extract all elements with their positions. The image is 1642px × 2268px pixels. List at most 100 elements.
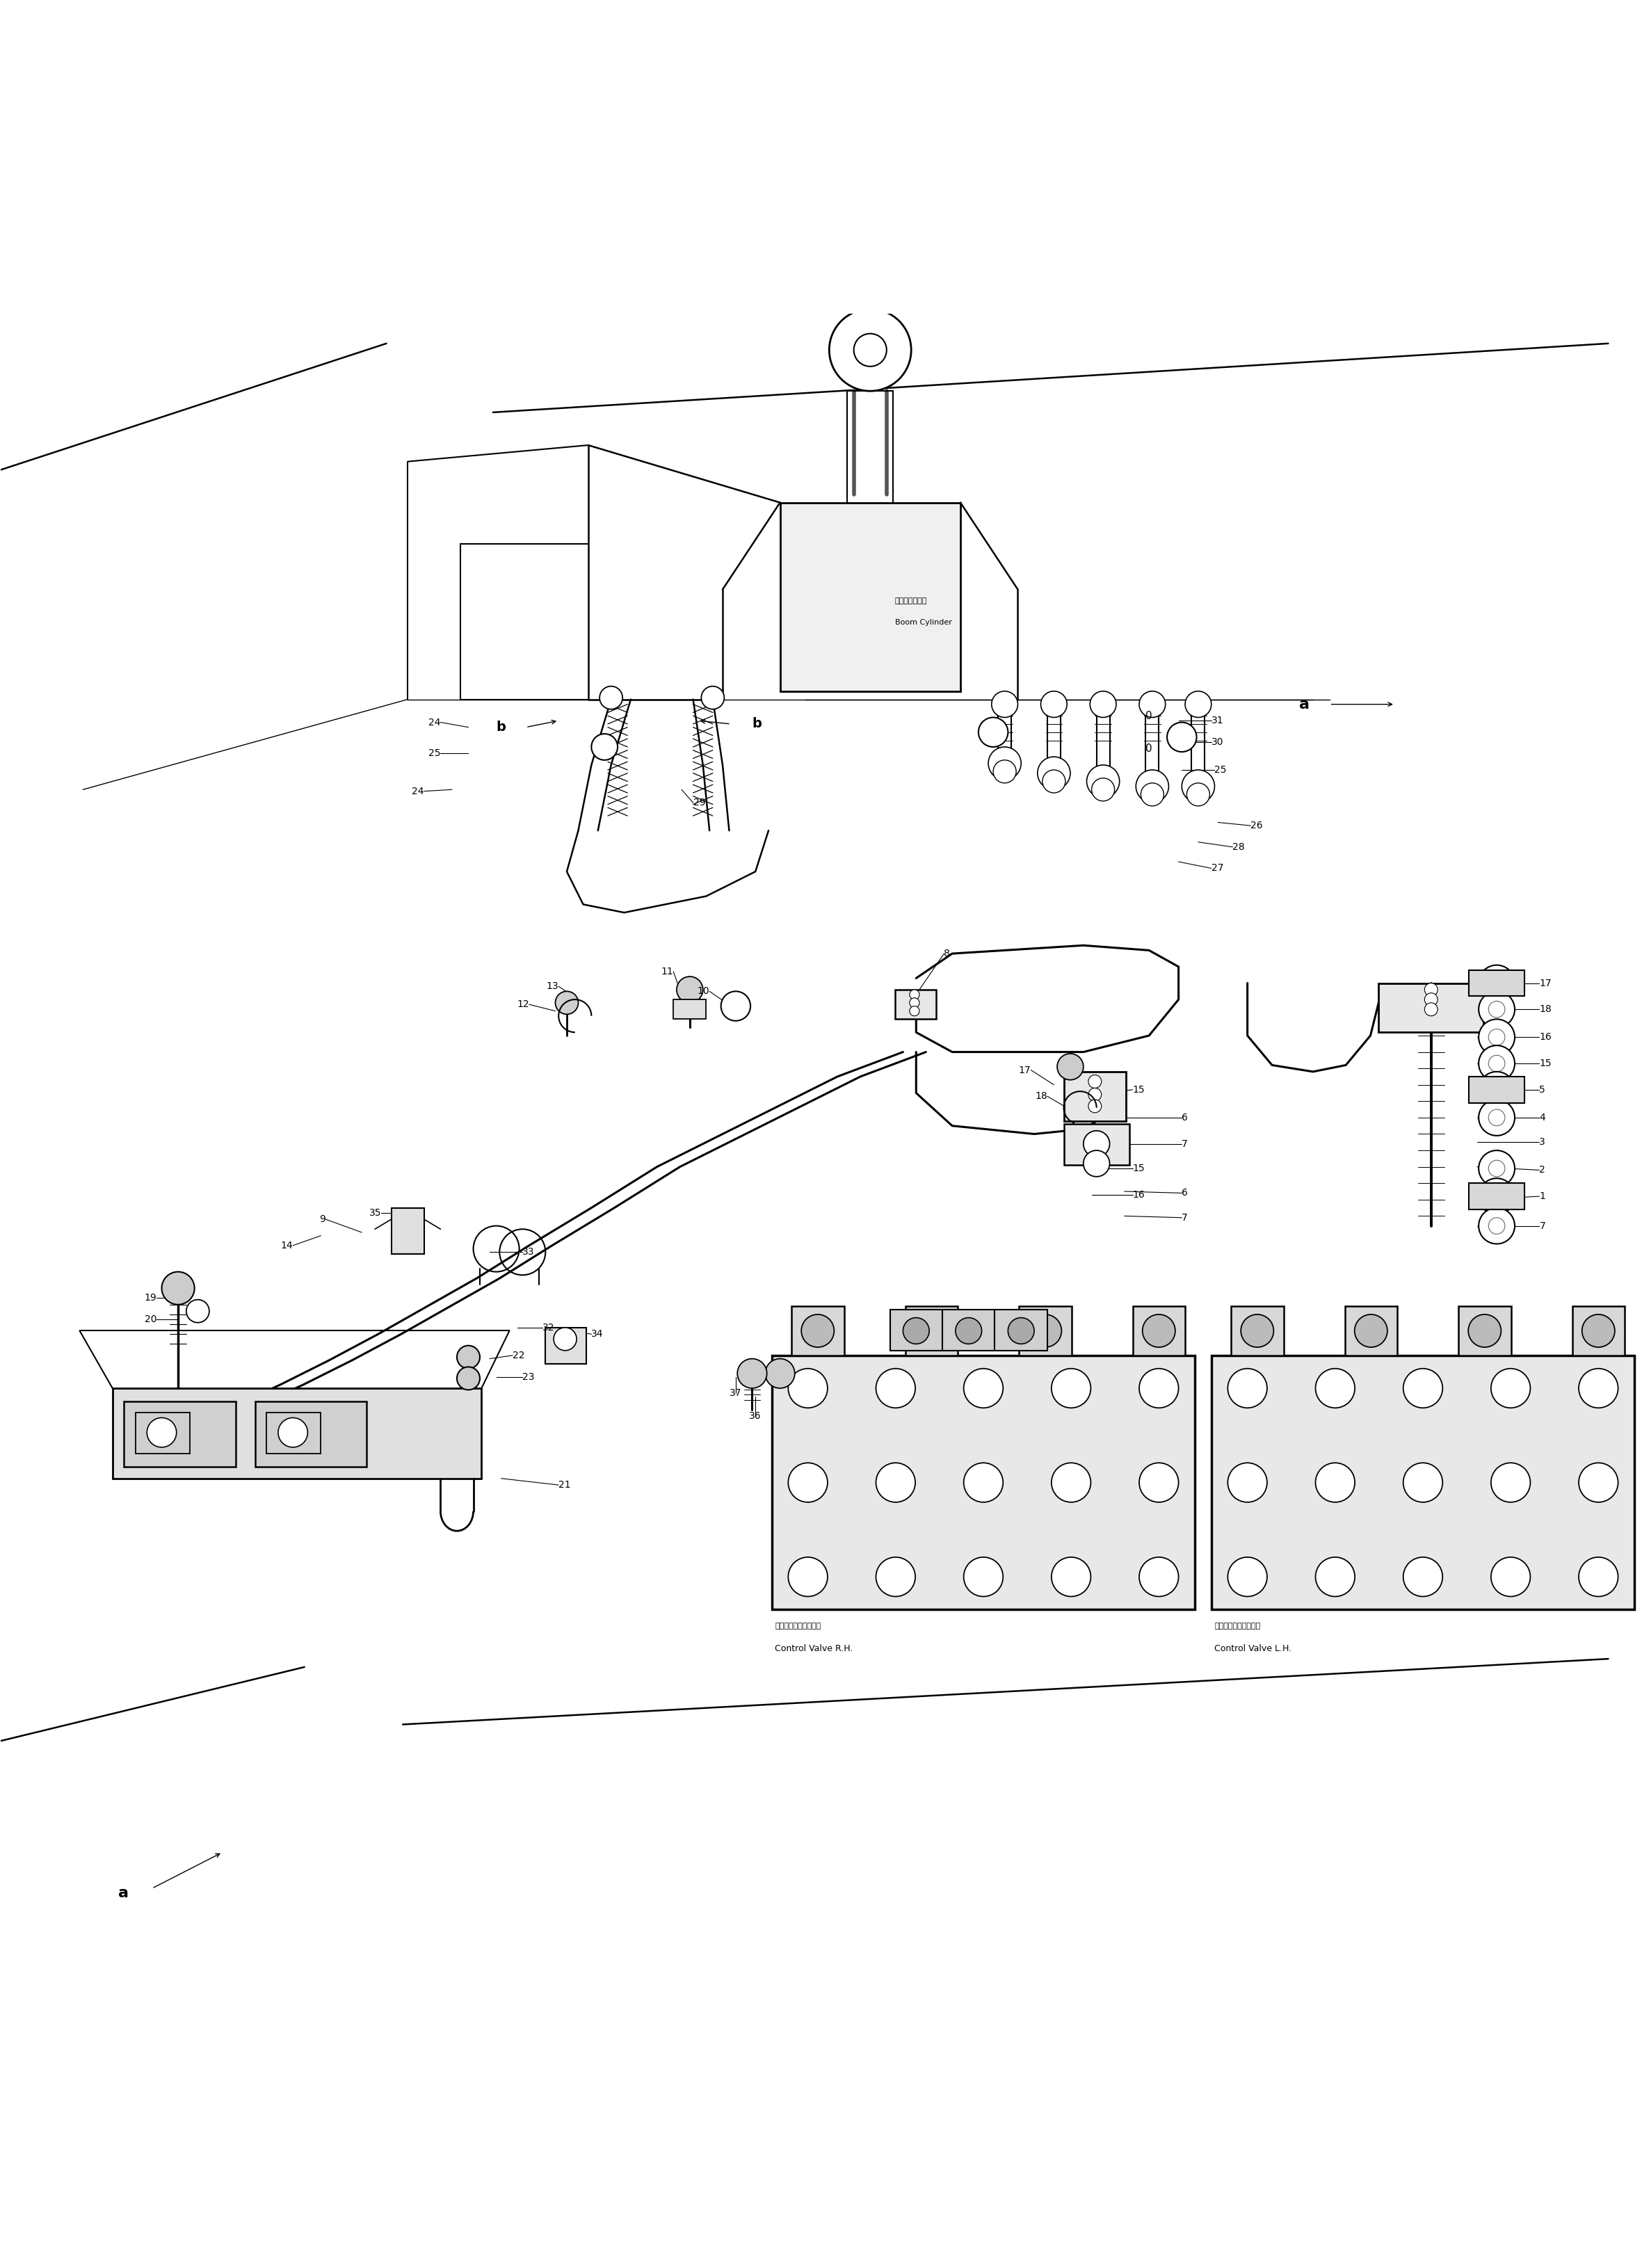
Bar (391, 1209, 424, 1254)
Circle shape (456, 1345, 479, 1368)
Circle shape (1425, 1002, 1438, 1016)
Circle shape (903, 1318, 929, 1345)
Text: 18: 18 (1034, 1091, 1048, 1102)
Circle shape (1228, 1463, 1268, 1501)
Circle shape (555, 991, 578, 1014)
Bar (1379, 982, 1484, 1032)
Circle shape (992, 692, 1018, 717)
Text: 3: 3 (1539, 1136, 1545, 1148)
Circle shape (701, 687, 724, 710)
Circle shape (875, 1368, 915, 1408)
Bar (995, 1309, 1048, 1349)
Circle shape (1315, 1368, 1355, 1408)
Circle shape (1479, 1046, 1516, 1082)
Bar (1064, 1125, 1130, 1166)
Circle shape (553, 1327, 576, 1349)
Circle shape (1087, 764, 1120, 798)
Text: 17: 17 (1018, 1066, 1031, 1075)
Circle shape (1092, 778, 1115, 801)
Text: 2: 2 (1539, 1166, 1545, 1175)
Circle shape (910, 998, 920, 1007)
Text: 37: 37 (729, 1388, 742, 1397)
Circle shape (988, 746, 1021, 780)
Text: 27: 27 (1212, 864, 1223, 873)
Bar (1232, 1306, 1284, 1356)
Circle shape (788, 1368, 828, 1408)
Bar (1212, 1356, 1634, 1610)
Circle shape (1489, 1000, 1506, 1018)
Circle shape (1491, 1368, 1530, 1408)
Circle shape (979, 717, 1008, 746)
Circle shape (1167, 721, 1197, 753)
Circle shape (1479, 966, 1516, 1000)
Circle shape (1089, 1089, 1102, 1102)
Circle shape (1491, 1558, 1530, 1597)
Bar (255, 1402, 366, 1467)
Circle shape (1489, 1161, 1506, 1177)
Circle shape (1468, 1315, 1501, 1347)
Text: 31: 31 (1212, 717, 1223, 726)
Circle shape (1140, 1368, 1179, 1408)
Circle shape (1581, 1315, 1614, 1347)
Text: b: b (752, 717, 762, 730)
Text: 29: 29 (693, 798, 706, 807)
Circle shape (1143, 1315, 1176, 1347)
Bar (890, 1309, 943, 1349)
Circle shape (1355, 1315, 1387, 1347)
Circle shape (1084, 1132, 1110, 1157)
Circle shape (915, 1315, 947, 1347)
Text: 4: 4 (1539, 1114, 1545, 1123)
Bar (125, 1402, 235, 1467)
Bar (772, 1356, 1195, 1610)
Text: 7: 7 (1182, 1139, 1187, 1148)
Circle shape (1578, 1558, 1617, 1597)
Text: 20: 20 (144, 1315, 156, 1325)
Text: a: a (118, 1887, 128, 1901)
Bar (905, 1306, 957, 1356)
Circle shape (875, 1558, 915, 1597)
Circle shape (1315, 1558, 1355, 1597)
Bar (1571, 1306, 1624, 1356)
Circle shape (1228, 1368, 1268, 1408)
Text: 24: 24 (412, 787, 424, 796)
Text: 12: 12 (517, 1000, 529, 1009)
Circle shape (1140, 1558, 1179, 1597)
Circle shape (1041, 692, 1067, 717)
Text: ブームシリンダ: ブームシリンダ (895, 596, 928, 606)
Bar (943, 1309, 995, 1349)
Circle shape (146, 1418, 176, 1447)
Text: Control Valve L.H.: Control Valve L.H. (1215, 1644, 1292, 1653)
Text: 24: 24 (429, 717, 440, 728)
Circle shape (1140, 692, 1166, 717)
Circle shape (721, 991, 750, 1021)
Text: 13: 13 (547, 982, 558, 991)
Circle shape (1479, 1179, 1516, 1213)
Circle shape (1090, 692, 1117, 717)
Circle shape (277, 1418, 307, 1447)
Circle shape (1404, 1463, 1443, 1501)
Text: Boom Cylinder: Boom Cylinder (895, 619, 952, 626)
Bar (780, 503, 961, 692)
Circle shape (1187, 782, 1210, 805)
Circle shape (677, 978, 703, 1002)
Text: 7: 7 (1539, 1220, 1545, 1232)
Circle shape (1315, 1463, 1355, 1501)
Text: 23: 23 (522, 1372, 535, 1381)
Circle shape (1489, 1082, 1506, 1098)
Circle shape (964, 1558, 1003, 1597)
Circle shape (1038, 758, 1071, 789)
Bar (1020, 1306, 1071, 1356)
Circle shape (1489, 975, 1506, 991)
Circle shape (456, 1368, 479, 1390)
Circle shape (765, 1359, 795, 1388)
Circle shape (1051, 1368, 1090, 1408)
Text: 21: 21 (558, 1481, 571, 1490)
Text: 28: 28 (1233, 841, 1245, 853)
Circle shape (1491, 1463, 1530, 1501)
Text: 7: 7 (1182, 1213, 1187, 1222)
Circle shape (1089, 1100, 1102, 1114)
Circle shape (1008, 1318, 1034, 1345)
Circle shape (1136, 769, 1169, 803)
Circle shape (1241, 1315, 1274, 1347)
Bar (266, 1413, 320, 1454)
